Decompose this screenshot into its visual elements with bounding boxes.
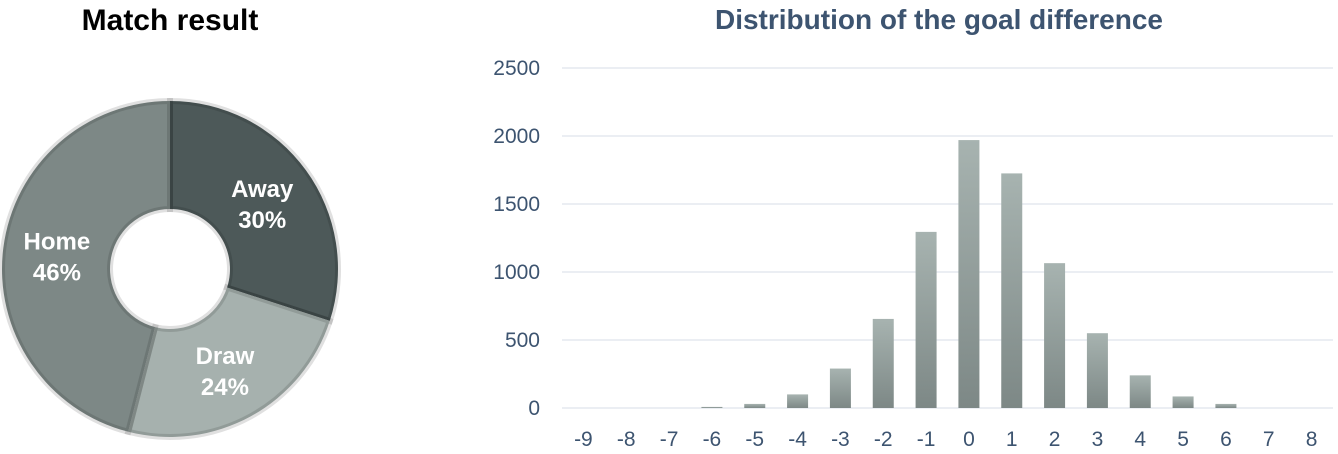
donut-value-away: 30% xyxy=(238,207,286,234)
bar--3 xyxy=(829,368,851,408)
donut-label-draw: Draw xyxy=(196,343,255,370)
bar-2 xyxy=(1044,263,1066,408)
bar-4 xyxy=(1129,375,1151,408)
bar--4 xyxy=(787,394,809,408)
x-tick--8: -8 xyxy=(617,428,636,451)
x-tick--9: -9 xyxy=(574,428,593,451)
y-tick-0: 0 xyxy=(528,397,540,420)
y-tick-500: 500 xyxy=(505,329,540,352)
x-tick--6: -6 xyxy=(703,428,722,451)
y-tick-1000: 1000 xyxy=(493,261,540,284)
x-tick-2: 2 xyxy=(1049,428,1061,451)
x-tick--3: -3 xyxy=(831,428,850,451)
bar-chart-title: Distribution of the goal difference xyxy=(714,4,1163,35)
x-tick--4: -4 xyxy=(788,428,807,451)
x-tick--1: -1 xyxy=(917,428,936,451)
y-tick-2500: 2500 xyxy=(493,57,540,80)
y-tick-labels: 0 500 1000 1500 2000 2500 xyxy=(493,57,540,420)
y-tick-1500: 1500 xyxy=(493,193,540,216)
donut-label-home: Home xyxy=(24,229,91,256)
donut-chart-title: Match result xyxy=(81,4,259,37)
bar-6 xyxy=(1215,403,1237,408)
x-tick-labels: -9 -8 -7 -6 -5 -4 -3 -2 -1 0 1 2 3 4 5 6 7 8 xyxy=(574,428,1317,451)
donut-slice-home xyxy=(2,101,171,432)
donut-value-draw: 24% xyxy=(201,374,249,401)
bar--6 xyxy=(701,406,723,408)
donut-chart: Away 30% Draw 24% Home 46% xyxy=(0,97,341,440)
bar--5 xyxy=(744,403,766,408)
donut-slice-edge-draw xyxy=(124,283,334,440)
y-tick-2000: 2000 xyxy=(493,125,540,148)
grid-lines xyxy=(562,67,1333,409)
x-tick-4: 4 xyxy=(1134,428,1146,451)
donut-slice-away xyxy=(170,101,338,321)
bar-5 xyxy=(1172,396,1194,408)
x-tick--5: -5 xyxy=(745,428,764,451)
donut-slices xyxy=(0,97,341,440)
x-tick-8: 8 xyxy=(1306,428,1318,451)
donut-labels: Away 30% Draw 24% Home 46% xyxy=(24,176,294,401)
donut-value-home: 46% xyxy=(33,260,81,287)
donut-slice-edge-home xyxy=(0,97,173,436)
donut-label-away: Away xyxy=(231,176,294,203)
bar--2 xyxy=(872,318,894,408)
bar-3 xyxy=(1086,333,1108,408)
x-tick--7: -7 xyxy=(660,428,679,451)
x-tick-7: 7 xyxy=(1263,428,1275,451)
bars xyxy=(701,140,1237,408)
x-tick-5: 5 xyxy=(1177,428,1189,451)
x-tick-3: 3 xyxy=(1092,428,1104,451)
donut-slice-edge-away xyxy=(167,97,341,325)
donut-slice-draw xyxy=(128,287,330,438)
x-tick-6: 6 xyxy=(1220,428,1232,451)
bar--1 xyxy=(915,231,937,408)
x-tick--2: -2 xyxy=(874,428,893,451)
bar-0 xyxy=(958,140,980,408)
bar-1 xyxy=(1001,173,1023,408)
x-tick-0: 0 xyxy=(963,428,975,451)
x-tick-1: 1 xyxy=(1006,428,1018,451)
